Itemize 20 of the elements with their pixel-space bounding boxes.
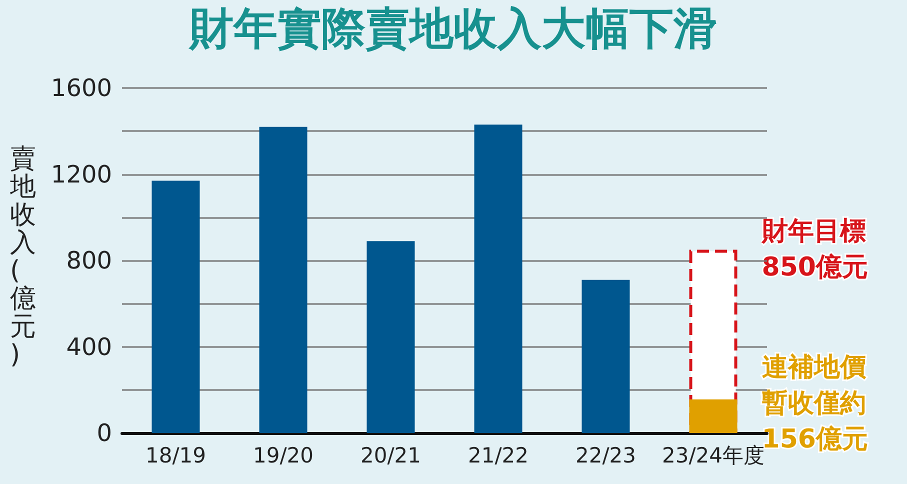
y-tick-label: 1600	[50, 74, 112, 102]
chart-title: 財年實際賣地收入大幅下滑	[188, 4, 718, 54]
annotation: 財年目標850億元	[760, 216, 868, 283]
x-tick-label: 22/23	[575, 444, 636, 468]
bar	[152, 180, 200, 433]
x-tick-label: 18/19	[145, 444, 206, 468]
y-tick-label: 0	[96, 419, 112, 447]
y-axis-title: 賣地收入(億元)	[9, 144, 36, 370]
x-tick-label: 19/20	[252, 444, 314, 468]
x-tick-label: 23/24年度	[662, 444, 765, 468]
y-tick-label: 400	[66, 332, 112, 361]
bar	[259, 126, 308, 433]
y-tick-label: 800	[66, 246, 112, 274]
y-tick-label: 1200	[50, 160, 112, 188]
bar	[582, 280, 630, 433]
bar	[366, 241, 415, 433]
bar	[689, 399, 738, 433]
x-tick-label: 21/22	[468, 444, 529, 468]
bar	[474, 124, 522, 433]
x-tick-label: 20/21	[360, 444, 422, 468]
